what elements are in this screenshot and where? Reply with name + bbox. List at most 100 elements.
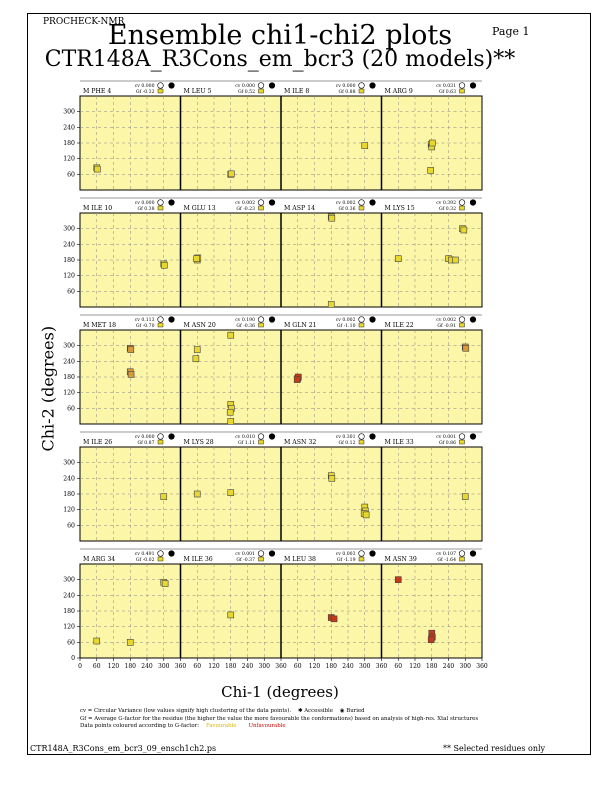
- data-point: [160, 493, 168, 500]
- cv-value: cv 0.003: [336, 551, 356, 557]
- access-icon: [268, 199, 276, 206]
- x-tick-label: 60: [294, 663, 302, 670]
- gf-value: Gf -1.10: [337, 323, 356, 329]
- x-tick-label: 300: [359, 663, 371, 670]
- gf-value: Gf 0.86: [439, 440, 456, 446]
- y-tick-label: 240: [63, 475, 75, 482]
- gf-swatch: [358, 556, 365, 562]
- access-icon: [358, 199, 365, 206]
- access-icon: [157, 550, 164, 557]
- residue-label: M GLU 13: [184, 205, 216, 212]
- data-point: [227, 611, 235, 619]
- y-tick-label: 300: [63, 343, 75, 350]
- access-icon: [358, 316, 365, 323]
- gf-swatch: [157, 205, 164, 211]
- x-tick-label: 360: [376, 663, 388, 670]
- x-tick-label: 300: [259, 663, 271, 670]
- data-point: [394, 255, 402, 262]
- gf-swatch: [358, 88, 365, 94]
- x-tick-label: 180: [125, 663, 137, 670]
- legend-colour-text: Data points coloured according to G-fact…: [80, 723, 200, 730]
- data-point: [228, 170, 235, 178]
- y-tick-label: 120: [63, 273, 75, 280]
- x-tick-label: 120: [208, 663, 220, 670]
- gf-value: Gf 0.12: [338, 440, 355, 446]
- residue-label: M ILE 8: [284, 88, 309, 95]
- data-point: [192, 355, 200, 363]
- y-tick-label: 120: [63, 507, 75, 514]
- data-point: [226, 408, 234, 416]
- footer-note: ** Selected residues only: [443, 744, 546, 753]
- y-tick-label: 240: [63, 124, 75, 131]
- x-tick-label: 180: [326, 663, 338, 670]
- y-tick-label: 60: [67, 171, 75, 178]
- data-point: [161, 580, 169, 587]
- y-tick-label: 300: [63, 109, 75, 116]
- gf-value: Gf 0.87: [137, 440, 154, 446]
- gf-swatch: [157, 439, 164, 445]
- residue-label: M ASN 32: [284, 439, 316, 446]
- x-tick-label: 60: [193, 663, 201, 670]
- cv-value: cv 0.000: [135, 434, 155, 440]
- gf-value: Gf 0.38: [137, 206, 154, 212]
- y-tick-label: 60: [67, 288, 75, 295]
- residue-label: M PHE 4: [83, 88, 111, 95]
- data-point: [460, 226, 468, 234]
- access-icon: [257, 433, 265, 440]
- x-tick-label: 240: [242, 663, 254, 670]
- legend-unfavourable: Unfavourable: [248, 723, 286, 730]
- y-tick-label: 240: [63, 358, 75, 365]
- residue-label: M LEU 5: [184, 88, 212, 95]
- y-tick-label: 180: [63, 491, 75, 498]
- access-icon: [458, 433, 466, 440]
- access-icon: [369, 82, 376, 89]
- legend: cv = Circular Variance (low values signi…: [80, 708, 478, 731]
- access-icon: [257, 550, 265, 557]
- gf-value: Gf -0.70: [136, 323, 155, 329]
- gf-swatch: [358, 205, 365, 211]
- cv-value: cv 0.000: [336, 83, 356, 89]
- residue-label: M ILE 10: [83, 205, 112, 212]
- residue-label: M ILE 22: [385, 322, 414, 329]
- gf-swatch: [459, 205, 465, 211]
- access-icon: [257, 316, 265, 323]
- gf-swatch: [157, 322, 164, 328]
- data-point: [227, 418, 235, 425]
- data-point: [193, 490, 201, 498]
- access-icon: [268, 550, 276, 557]
- data-point: [328, 214, 336, 222]
- gf-value: Gf 0.32: [439, 206, 456, 212]
- access-icon: [268, 316, 276, 323]
- cv-value: cv 0.000: [235, 83, 255, 89]
- access-icon: [369, 433, 376, 440]
- gf-swatch: [459, 322, 465, 328]
- gf-swatch: [358, 439, 365, 445]
- access-icon: [157, 82, 164, 89]
- gf-value: Gf 1.11: [238, 440, 255, 446]
- data-point: [127, 346, 135, 353]
- data-point: [127, 371, 135, 378]
- legend-favourable: Favourable: [205, 723, 237, 730]
- x-tick-label: 240: [443, 663, 455, 670]
- gf-swatch: [258, 439, 264, 445]
- access-icon: [168, 199, 175, 206]
- residue-label: M GLN 21: [284, 322, 317, 329]
- access-icon: [268, 433, 276, 440]
- gf-swatch: [258, 205, 264, 211]
- residue-label: M ILE 33: [385, 439, 414, 446]
- residue-label: M ASN 20: [184, 322, 216, 329]
- residue-label: M LEU 38: [284, 556, 316, 563]
- x-tick-label: 60: [394, 663, 402, 670]
- cv-value: cv 0.301: [336, 434, 356, 440]
- access-icon: [469, 82, 477, 89]
- cv-value: cv 0.000: [135, 200, 155, 206]
- data-point: [293, 376, 301, 383]
- residue-label: M MET 18: [83, 322, 116, 329]
- plot-title: Ensemble chi1-chi2 plots: [107, 20, 453, 51]
- gf-swatch: [358, 322, 365, 328]
- x-tick-label: 240: [141, 663, 153, 670]
- access-icon: [458, 316, 466, 323]
- y-tick-label: 60: [67, 405, 75, 412]
- residue-label: M ASP 14: [284, 205, 315, 212]
- legend-accessible: Accessible: [304, 708, 333, 714]
